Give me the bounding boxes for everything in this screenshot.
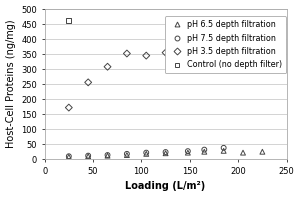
Point <box>144 54 148 57</box>
Point <box>202 34 207 38</box>
Point <box>105 153 110 157</box>
Point <box>105 154 110 157</box>
Point <box>163 151 168 154</box>
Point <box>86 155 91 158</box>
X-axis label: Loading (L/m²): Loading (L/m²) <box>125 181 206 191</box>
Point <box>86 154 91 157</box>
Point <box>124 152 129 155</box>
Point <box>221 149 226 152</box>
Point <box>105 65 110 68</box>
Legend: pH 6.5 depth filtration, pH 7.5 depth filtration, pH 3.5 depth filtration, Contr: pH 6.5 depth filtration, pH 7.5 depth fi… <box>165 16 286 73</box>
Point <box>124 153 129 157</box>
Y-axis label: Host-Cell Proteins (ng/mg): Host-Cell Proteins (ng/mg) <box>6 20 16 149</box>
Point <box>66 155 71 158</box>
Point <box>241 151 245 154</box>
Point <box>144 152 148 155</box>
Point <box>202 150 207 153</box>
Point <box>144 151 148 154</box>
Point <box>163 51 168 54</box>
Point <box>260 150 265 153</box>
Point <box>86 81 91 84</box>
Point <box>185 150 190 153</box>
Point <box>221 44 226 47</box>
Point <box>66 19 71 22</box>
Point <box>66 106 71 109</box>
Point <box>185 151 190 154</box>
Point <box>163 152 168 155</box>
Point <box>202 148 207 151</box>
Point <box>183 29 188 32</box>
Point <box>66 155 71 158</box>
Point <box>221 146 226 149</box>
Point <box>124 52 129 55</box>
